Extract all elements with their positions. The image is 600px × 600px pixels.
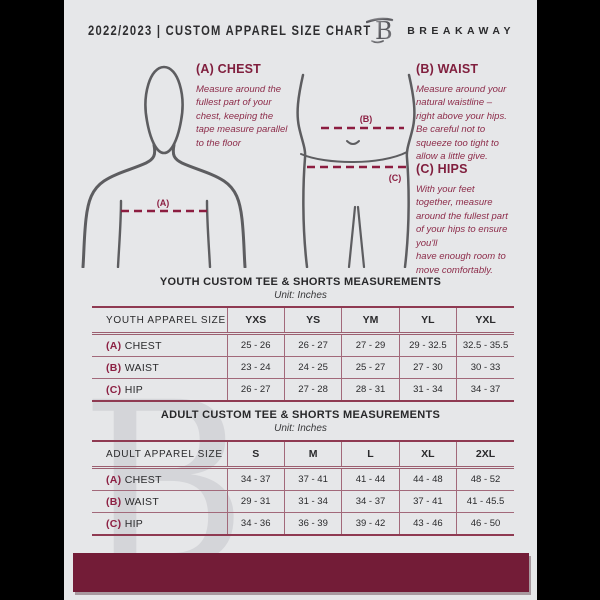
size-range-cell: 24 - 25: [283, 356, 342, 379]
size-range-cell: 28 - 31: [341, 378, 400, 401]
size-column-header: YXL: [456, 307, 514, 334]
size-column-header: YXS: [226, 307, 285, 334]
size-range-cell: 43 - 46: [398, 512, 457, 535]
measurement-row-label: (C) HIP: [106, 517, 144, 530]
lower-torso-figure: [296, 73, 416, 268]
size-range-cell: 29 - 32.5: [398, 333, 457, 357]
size-range-cell: 34 - 37: [226, 467, 285, 491]
measurement-row: (C) HIP 26 - 27 27 - 28 28 - 31 31 - 34 34 - …: [92, 378, 514, 401]
size-range-cell: 46 - 50: [456, 512, 514, 535]
waist-marker-label: (B): [360, 114, 373, 124]
youth-size-table: YOUTH APPAREL SIZE YXS YS YM YL YXL (A) CHEST 2…: [92, 306, 514, 402]
upper-torso-figure: [81, 65, 247, 268]
size-range-cell: 48 - 52: [456, 467, 514, 491]
measurement-row: (B) WAIST 23 - 24 24 - 25 25 - 27 27 - 30 30 …: [92, 356, 514, 379]
size-chart-page: 2022/2023 | CUSTOM APPAREL SIZE CHART B …: [64, 0, 537, 600]
apparel-size-column-header: YOUTH APPAREL SIZE: [106, 314, 226, 326]
chest-marker-label: (A): [157, 198, 170, 208]
size-range-cell: 30 - 33: [456, 356, 514, 379]
measurement-row: (A) CHEST 25 - 26 26 - 27 27 - 29 29 - 32.5 3…: [92, 333, 514, 357]
size-column-header: L: [341, 441, 400, 468]
measurement-row-label: (C) HIP: [106, 383, 144, 396]
measurement-row-label: (B) WAIST: [106, 361, 160, 374]
size-range-cell: 31 - 34: [398, 378, 457, 401]
size-range-cell: 37 - 41: [398, 490, 457, 513]
size-range-cell: 27 - 28: [283, 378, 342, 401]
size-range-cell: 26 - 27: [226, 378, 285, 401]
size-column-header: S: [226, 441, 285, 468]
row-marker-prefix: (B): [106, 495, 122, 508]
body-measurement-diagram: (A) (B) (C): [81, 65, 416, 268]
size-range-cell: 23 - 24: [226, 356, 285, 379]
row-marker-prefix: (C): [106, 383, 122, 396]
brand-name: BREAKAWAY: [407, 25, 515, 37]
size-range-cell: 39 - 42: [341, 512, 400, 535]
waist-instructions: (B) WAIST Measure around your natural wa…: [416, 62, 536, 164]
measurement-row: (A) CHEST 34 - 37 37 - 41 41 - 44 44 - 48 48 …: [92, 467, 514, 491]
measurement-row: (B) WAIST 29 - 31 31 - 34 34 - 37 37 - 41 41 …: [92, 490, 514, 513]
size-column-header: XL: [398, 441, 457, 468]
adult-size-table: ADULT APPAREL SIZE S M L XL 2XL (A) CHEST 34 - …: [92, 440, 514, 536]
size-range-cell: 34 - 37: [456, 378, 514, 401]
size-column-header: 2XL: [456, 441, 514, 468]
chest-body-text: Measure around the fullest part of your …: [196, 84, 288, 149]
size-range-cell: 36 - 39: [283, 512, 342, 535]
size-column-header: M: [283, 441, 342, 468]
size-range-cell: 26 - 27: [283, 333, 342, 357]
size-range-cell: 32.5 - 35.5: [456, 333, 514, 357]
row-marker-prefix: (A): [106, 339, 122, 352]
apparel-size-column-header: ADULT APPAREL SIZE: [106, 448, 223, 460]
row-marker-prefix: (B): [106, 361, 122, 374]
brand-lockup: B BREAKAWAY: [366, 14, 515, 44]
page-title: 2022/2023 | CUSTOM APPAREL SIZE CHART: [88, 22, 372, 38]
size-range-cell: 27 - 30: [398, 356, 457, 379]
size-range-cell: 25 - 27: [341, 356, 400, 379]
hips-body-text: With your feet together, measure around …: [416, 184, 508, 276]
size-range-cell: 34 - 37: [341, 490, 400, 513]
size-range-cell: 25 - 26: [226, 333, 285, 357]
size-range-cell: 34 - 36: [226, 512, 285, 535]
size-range-cell: 44 - 48: [398, 467, 457, 491]
measurement-row-label: (B) WAIST: [106, 495, 160, 508]
footer-accent-bar: [73, 553, 529, 592]
adult-table-unit: Unit: Inches: [274, 423, 327, 434]
breakaway-logo-icon: B: [366, 17, 394, 44]
measurement-row: (C) HIP 34 - 36 36 - 39 39 - 42 43 - 46 46 - …: [92, 512, 514, 535]
youth-table-title: YOUTH CUSTOM TEE & SHORTS MEASUREMENTS: [159, 276, 442, 288]
row-marker-prefix: (C): [106, 517, 122, 530]
size-range-cell: 41 - 44: [341, 467, 400, 491]
size-range-cell: 27 - 29: [341, 333, 400, 357]
chest-heading: (A) CHEST: [196, 62, 261, 76]
size-column-header: YS: [283, 307, 342, 334]
size-column-header: YM: [341, 307, 400, 334]
measurement-row-label: (A) CHEST: [106, 473, 162, 486]
waist-heading: (B) WAIST: [416, 62, 479, 76]
hips-heading: (C) HIPS: [416, 162, 468, 176]
adult-table-title: ADULT CUSTOM TEE & SHORTS MEASUREMENTS: [160, 409, 441, 421]
hips-marker-label: (C): [389, 173, 402, 183]
row-marker-prefix: (A): [106, 473, 122, 486]
measurement-row-label: (A) CHEST: [106, 339, 162, 352]
size-range-cell: 29 - 31: [226, 490, 285, 513]
size-range-cell: 37 - 41: [283, 467, 342, 491]
size-range-cell: 31 - 34: [283, 490, 342, 513]
waist-body-text: Measure around your natural waistline – …: [416, 84, 507, 163]
youth-table-unit: Unit: Inches: [274, 290, 327, 301]
chest-instructions: (A) CHEST Measure around the fullest par…: [196, 62, 318, 150]
svg-text:B: B: [375, 17, 393, 44]
size-range-cell: 41 - 45.5: [456, 490, 514, 513]
hips-instructions: (C) HIPS With your feet together, measur…: [416, 162, 537, 277]
size-column-header: YL: [398, 307, 457, 334]
